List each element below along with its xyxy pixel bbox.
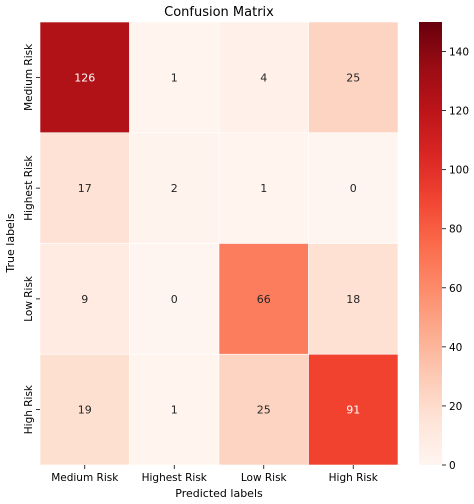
- colorbar-tick-label: 60: [449, 283, 462, 295]
- heatmap-cells: 126 1 4 25 17 2 1 0 9 0 66 18 19 1 25 91: [39, 21, 399, 466]
- x-tick-label: Low Risk: [241, 472, 288, 484]
- cell-value-label: 66: [257, 293, 271, 306]
- y-tick-label: Medium Risk: [23, 43, 35, 111]
- cell-value-label: 17: [78, 182, 92, 195]
- x-axis: Medium Risk Highest Risk Low Risk High Risk: [51, 465, 379, 484]
- heatmap-cell: [308, 132, 399, 244]
- x-tick-label: Highest Risk: [142, 472, 208, 484]
- y-axis-label: True labels: [4, 213, 17, 273]
- cell-value-label: 1: [260, 182, 267, 195]
- cell-value-label: 2: [171, 182, 178, 195]
- heatmap-cell: [129, 243, 220, 355]
- cell-value-label: 1: [171, 71, 178, 84]
- heatmap-cell: [308, 243, 399, 355]
- heatmap-cell: [218, 21, 309, 134]
- y-tick-label: Highest Risk: [23, 155, 35, 221]
- y-tick-label: Low Risk: [23, 275, 35, 322]
- heatmap-cell: [129, 21, 220, 134]
- colorbar-tick-label: 120: [449, 106, 469, 118]
- chart-title: Confusion Matrix: [164, 5, 274, 20]
- cell-value-label: 19: [78, 404, 92, 417]
- cell-value-label: 0: [350, 182, 357, 195]
- y-axis: Medium Risk Highest Risk Low Risk High Risk: [23, 43, 40, 434]
- heatmap-cell: [308, 21, 399, 134]
- cell-value-label: 4: [260, 71, 267, 84]
- cell-value-label: 1: [171, 404, 178, 417]
- cell-value-label: 0: [171, 293, 178, 306]
- colorbar-tick-label: 140: [449, 47, 469, 59]
- colorbar-tick-label: 100: [449, 165, 469, 177]
- colorbar-tick-label: 20: [449, 401, 462, 413]
- colorbar-tick-label: 80: [449, 224, 462, 236]
- cell-value-label: 25: [257, 404, 271, 417]
- heatmap-cell: [39, 353, 130, 466]
- x-axis-label: Predicted labels: [175, 487, 263, 500]
- cell-value-label: 9: [81, 293, 88, 306]
- colorbar-tick-label: 40: [449, 342, 462, 354]
- heatmap-cell: [218, 353, 309, 466]
- x-tick-label: Medium Risk: [51, 472, 119, 484]
- heatmap-cell: [308, 353, 399, 466]
- colorbar-gradient: [419, 22, 442, 465]
- heatmap-cell: [39, 21, 130, 134]
- cell-value-label: 25: [346, 71, 360, 84]
- heatmap-cell: [129, 353, 220, 466]
- x-tick-label: High Risk: [329, 472, 379, 484]
- heatmap-cell: [39, 132, 130, 244]
- cell-value-label: 18: [346, 293, 360, 306]
- heatmap-cell: [218, 132, 309, 244]
- cell-value-label: 126: [74, 71, 95, 84]
- cell-value-label: 91: [346, 404, 360, 417]
- heatmap-cell: [129, 132, 220, 244]
- colorbar: 0 20 40 60 80 100 120 140: [419, 22, 469, 472]
- y-tick-label: High Risk: [23, 384, 35, 434]
- colorbar-tick-label: 0: [449, 460, 456, 472]
